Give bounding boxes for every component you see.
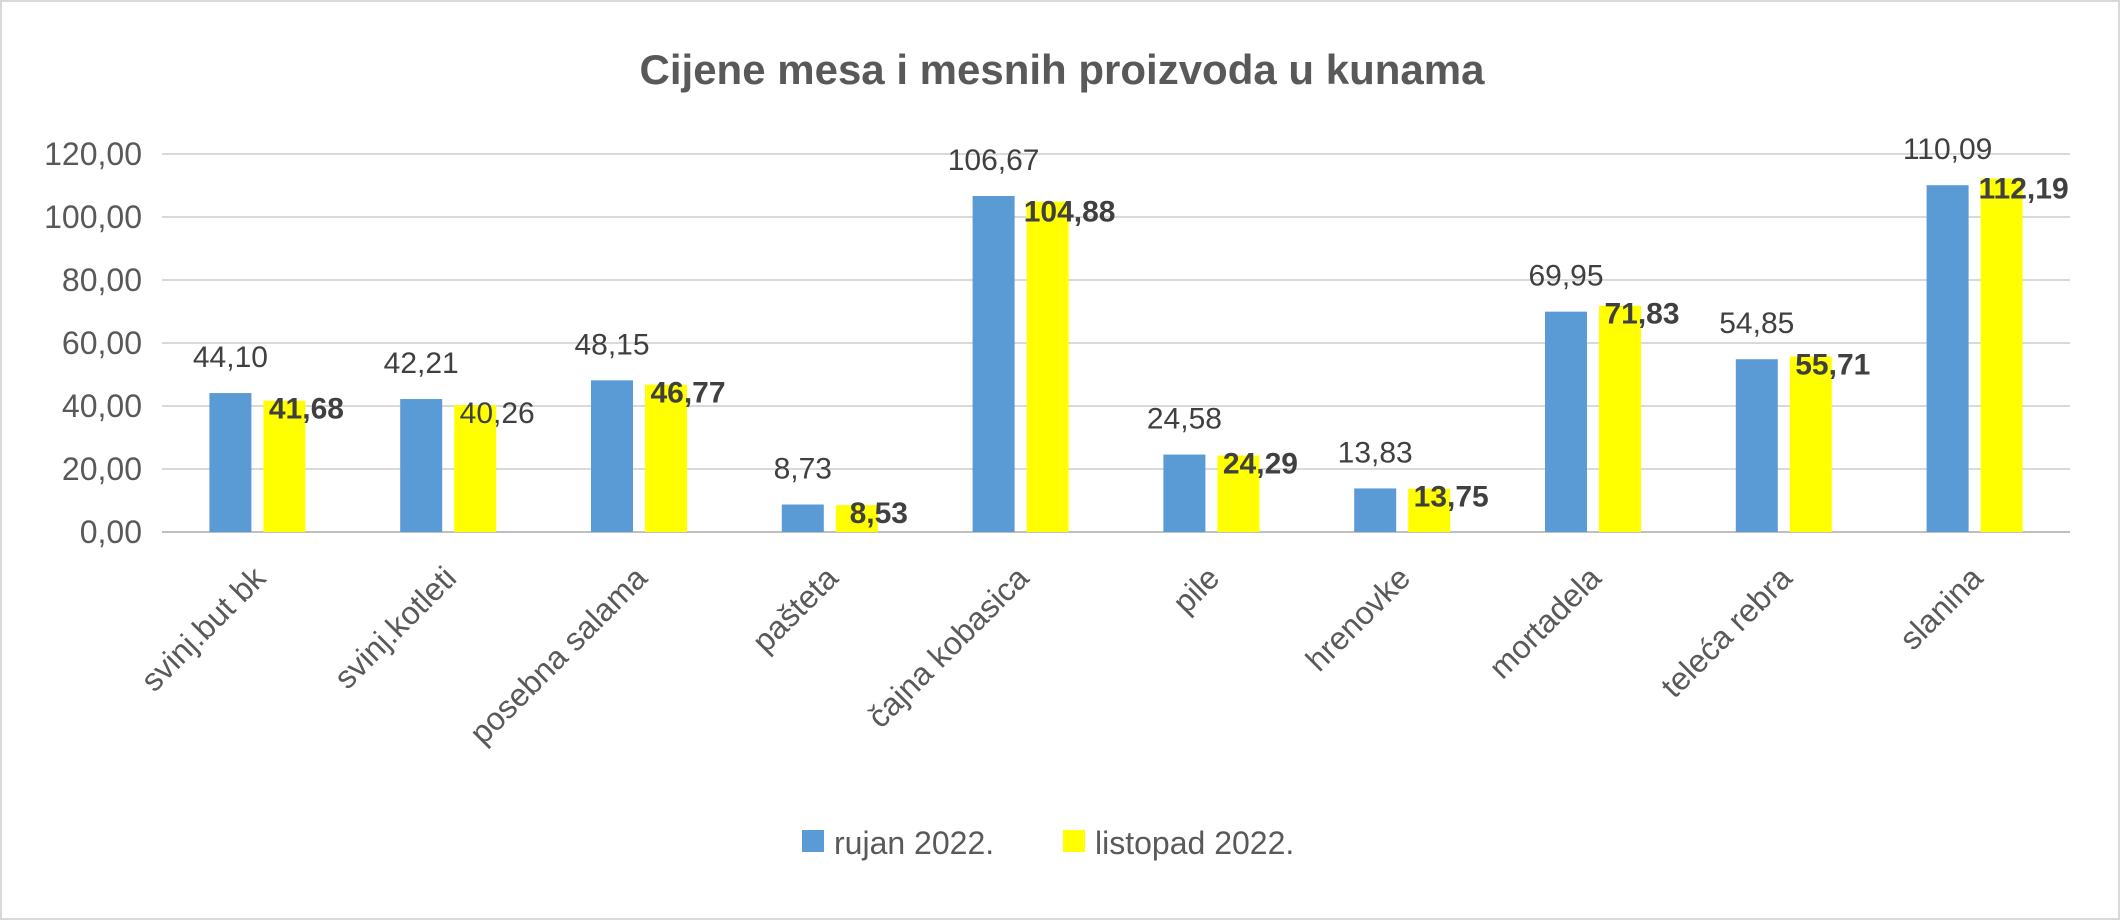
x-tick-label: mortadela	[1482, 559, 1608, 685]
data-label: 110,09	[1903, 133, 1993, 166]
x-tick-label: pašteta	[745, 559, 845, 659]
y-tick-label: 80,00	[62, 262, 142, 298]
gridlines	[162, 153, 2070, 533]
x-tick-label: hrenovke	[1299, 559, 1418, 678]
bar	[1354, 488, 1397, 532]
data-label: 112,19	[1979, 173, 2069, 206]
legend-swatch	[802, 830, 824, 852]
bar	[1163, 454, 1206, 532]
bar	[781, 504, 824, 532]
bar	[400, 399, 443, 532]
data-label: 44,10	[193, 341, 268, 374]
data-label: 55,71	[1795, 349, 1870, 382]
x-tick-label: slanina	[1892, 559, 1989, 656]
data-label: 42,21	[384, 347, 459, 380]
bar	[1735, 359, 1778, 532]
bar	[1599, 305, 1641, 532]
x-tick-label: pile	[1166, 559, 1227, 620]
legend: rujan 2022. listopad 2022.	[802, 825, 1294, 861]
bar	[972, 195, 1015, 532]
bar	[454, 405, 497, 532]
data-label: 13,75	[1414, 481, 1489, 514]
x-tick-label: posebna salama	[462, 559, 654, 751]
bar	[1980, 178, 2023, 532]
x-tick-label: teleća rebra	[1654, 559, 1799, 704]
data-label: 41,68	[269, 393, 344, 426]
data-label: 104,88	[1024, 196, 1116, 229]
bars	[209, 178, 2023, 533]
y-tick-label: 0,00	[80, 514, 142, 550]
bar	[1926, 185, 1969, 533]
y-axis-tick-labels: 0,00 20,00 40,00 60,00 80,00 100,00 120,00	[44, 136, 142, 550]
y-tick-label: 40,00	[62, 388, 142, 424]
y-tick-label: 120,00	[44, 136, 142, 172]
data-label: 24,29	[1223, 447, 1298, 480]
y-tick-label: 20,00	[62, 451, 142, 487]
y-tick-label: 100,00	[44, 199, 142, 235]
data-label: 106,67	[948, 144, 1040, 177]
bar	[591, 380, 633, 532]
bar	[1217, 455, 1260, 532]
data-label: 40,26	[460, 397, 535, 430]
data-label: 48,15	[574, 328, 649, 361]
bar	[1789, 356, 1832, 532]
data-label: 71,83	[1604, 298, 1679, 331]
x-tick-label: čajna kobasica	[860, 559, 1035, 734]
data-label: 8,53	[850, 497, 908, 530]
bar	[209, 393, 252, 532]
legend-label: rujan 2022.	[834, 825, 994, 861]
x-axis-tick-labels: svinj.but bk svinj.kotleti posebna salama p…	[134, 559, 1990, 751]
legend-label: listopad 2022.	[1095, 825, 1294, 861]
x-tick-label: svinj.kotleti	[327, 559, 463, 695]
data-label: 8,73	[774, 453, 832, 486]
data-label: 24,58	[1147, 403, 1222, 436]
x-tick-label: svinj.but bk	[134, 559, 273, 698]
y-tick-label: 60,00	[62, 325, 142, 361]
bar	[1408, 488, 1451, 532]
data-label: 54,85	[1719, 307, 1794, 340]
legend-swatch	[1063, 830, 1085, 852]
data-label: 46,77	[650, 377, 725, 410]
bar	[645, 384, 687, 532]
bar	[1026, 201, 1069, 533]
chart-title: Cijene mesa i mesnih proizvoda u kunama	[640, 46, 1486, 93]
bar	[1545, 311, 1587, 532]
data-label: 13,83	[1338, 436, 1413, 469]
bar	[263, 400, 306, 532]
bar	[835, 505, 878, 532]
data-label: 69,95	[1528, 260, 1603, 293]
